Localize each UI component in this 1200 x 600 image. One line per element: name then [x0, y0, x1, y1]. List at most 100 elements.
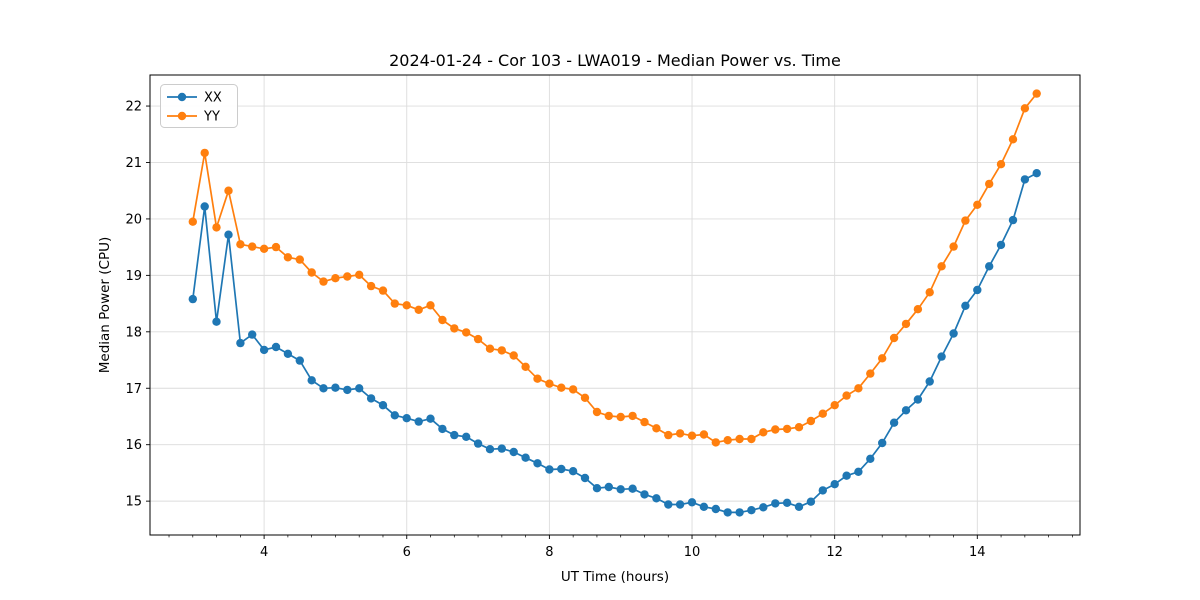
- data-point: [640, 417, 649, 427]
- data-point: [271, 342, 281, 352]
- data-point: [331, 383, 340, 392]
- data-point: [1020, 175, 1030, 184]
- data-point: [961, 216, 970, 225]
- data-point: [438, 315, 447, 325]
- y-tick-label: 18: [125, 325, 142, 340]
- data-point: [949, 329, 958, 338]
- data-point: [236, 240, 245, 249]
- data-point: [580, 393, 590, 402]
- data-point: [889, 333, 899, 343]
- x-axis-label: UT Time (hours): [561, 569, 669, 585]
- data-point: [1020, 104, 1030, 113]
- data-point: [699, 430, 709, 439]
- series-yy-line: [191, 93, 1038, 444]
- data-point: [830, 401, 839, 410]
- data-point: [985, 262, 994, 271]
- data-point: [675, 429, 685, 438]
- data-point: [212, 317, 221, 326]
- data-point: [818, 486, 827, 495]
- data-point: [295, 255, 304, 264]
- data-point: [212, 223, 221, 232]
- data-point: [628, 411, 637, 421]
- data-point: [307, 268, 316, 277]
- data-point: [735, 508, 744, 517]
- data-point: [283, 253, 293, 262]
- data-point: [889, 418, 899, 427]
- data-point: [307, 376, 316, 385]
- data-point: [711, 438, 720, 447]
- data-point: [616, 412, 625, 422]
- plot-spines: [149, 74, 1081, 536]
- data-point: [782, 498, 792, 507]
- data-point: [473, 334, 483, 344]
- data-point: [509, 351, 518, 360]
- data-series: [188, 89, 1041, 517]
- legend-label-xx: XX: [204, 91, 222, 106]
- data-point: [557, 464, 566, 474]
- data-point: [616, 485, 625, 494]
- data-point: [450, 324, 459, 333]
- data-point: [343, 272, 352, 281]
- data-point: [961, 301, 970, 310]
- data-point: [462, 328, 471, 337]
- data-point: [687, 498, 697, 507]
- data-point: [378, 286, 388, 295]
- legend-label-yy: YY: [203, 110, 220, 125]
- data-point: [866, 454, 875, 463]
- legend-marker-sample: [177, 111, 187, 121]
- data-point: [390, 411, 399, 420]
- data-point: [759, 428, 768, 437]
- data-point: [224, 230, 233, 239]
- data-point: [830, 480, 839, 489]
- data-point: [652, 424, 661, 433]
- series-yy-markers: [188, 89, 1041, 447]
- data-point: [426, 414, 435, 423]
- data-point: [723, 508, 732, 517]
- data-point: [687, 431, 697, 440]
- data-point: [378, 401, 388, 410]
- data-point: [711, 504, 720, 514]
- data-point: [366, 394, 376, 403]
- data-point: [259, 345, 269, 355]
- data-point: [604, 411, 613, 421]
- data-point: [521, 453, 530, 462]
- data-point: [1032, 169, 1041, 178]
- data-point: [759, 503, 768, 512]
- data-point: [996, 160, 1006, 169]
- data-point: [236, 338, 245, 348]
- data-point: [973, 285, 982, 295]
- data-point: [580, 473, 590, 483]
- x-tick-label: 14: [969, 545, 986, 560]
- data-point: [248, 242, 257, 251]
- data-point: [295, 356, 304, 365]
- data-point: [485, 344, 495, 353]
- data-point: [545, 379, 554, 388]
- data-point: [842, 471, 851, 480]
- data-point: [331, 274, 340, 283]
- data-point: [842, 391, 851, 400]
- data-point: [557, 383, 566, 392]
- data-point: [925, 377, 934, 386]
- data-point: [200, 148, 209, 158]
- data-point: [497, 346, 506, 355]
- axis-ticks: 4 6 8 10 12 14 15 16 17 18 19 20 21 22: [125, 100, 1073, 560]
- data-point: [473, 439, 483, 448]
- data-point: [747, 434, 756, 444]
- plot-border: [149, 74, 1081, 536]
- series-xx-line: [191, 172, 1038, 514]
- data-point: [854, 467, 863, 476]
- data-point: [985, 179, 994, 189]
- x-tick-label: 6: [403, 545, 411, 560]
- y-tick-label: 22: [125, 100, 142, 115]
- x-tick-label: 10: [684, 545, 701, 560]
- data-point: [521, 362, 530, 371]
- data-point: [973, 200, 982, 209]
- chart-title: 2024-01-24 - Cor 103 - LWA019 - Median P…: [389, 51, 841, 70]
- data-point: [414, 417, 423, 426]
- data-point: [782, 424, 792, 434]
- data-point: [866, 369, 875, 378]
- data-point: [545, 465, 554, 474]
- data-point: [259, 244, 269, 253]
- data-point: [854, 384, 863, 393]
